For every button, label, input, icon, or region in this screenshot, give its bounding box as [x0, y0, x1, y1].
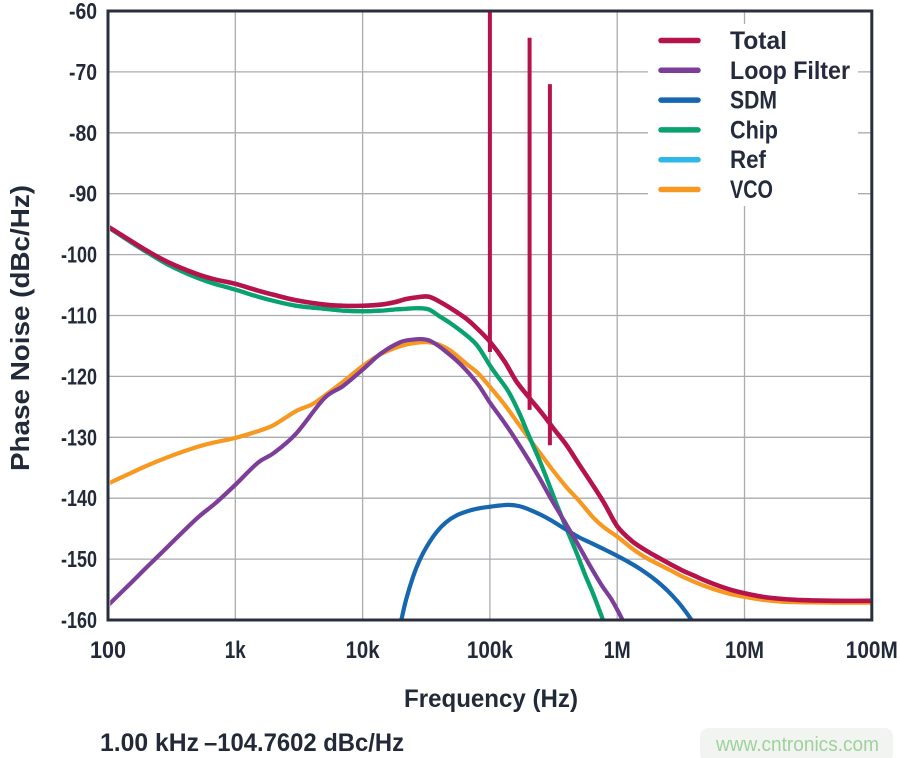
y-tick--80: -80 [69, 120, 97, 146]
plot-border [106, 9, 874, 622]
legend-item-loop-filter: Loop Filter [658, 57, 850, 85]
series-chip-line [110, 226, 606, 621]
y-tick--120: -120 [61, 363, 97, 389]
x-tick-10k: 10k [346, 637, 381, 664]
legend-item-ref: Ref [658, 146, 767, 174]
y-tick--90: -90 [69, 181, 97, 207]
series-lines [110, 12, 871, 621]
legend-item-sdm: SDM [658, 87, 777, 115]
legend-label-total: Total [730, 27, 787, 55]
watermark-background [700, 728, 893, 758]
y-tick--70: -70 [69, 59, 97, 85]
watermark: www.cntronics.com [715, 734, 879, 756]
legend-item-vco: VCO [658, 176, 773, 204]
legend-label-ref: Ref [730, 146, 767, 174]
y-tick--160: -160 [61, 607, 97, 633]
y-tick--110: -110 [61, 303, 97, 329]
legend-label-loop-filter: Loop Filter [730, 57, 850, 85]
axis-ticks: -60 -70 -80 -90 -100 -110 -120 -130 -140 -150 -160… [61, 0, 898, 664]
x-tick-100: 100 [90, 637, 126, 664]
x-tick-100m: 100M [846, 637, 898, 664]
y-tick--100: -100 [61, 242, 97, 268]
x-tick-1m: 1M [604, 637, 631, 664]
y-tick--140: -140 [61, 485, 97, 511]
legend-label-vco: VCO [730, 176, 773, 204]
series-vco-line [110, 340, 871, 605]
x-tick-100k: 100k [467, 637, 514, 664]
legend-background [648, 24, 858, 206]
x-axis-title: Frequency (Hz) [404, 685, 578, 713]
legend-label-chip: Chip [730, 116, 778, 144]
x-tick-1k: 1k [225, 637, 247, 664]
legend-item-chip: Chip [658, 116, 778, 144]
y-axis-title: Phase Noise (dBc/Hz) [5, 185, 35, 471]
series-sdm-line [399, 502, 695, 621]
legend-label-sdm: SDM [730, 87, 777, 115]
marker-frequency: 1.00 kHz [100, 729, 199, 757]
y-tick--130: -130 [61, 424, 97, 450]
legend-item-total: Total [658, 27, 787, 55]
y-tick--150: -150 [61, 546, 97, 572]
series-total-line [110, 225, 871, 604]
marker-value: –104.7602 dBc/Hz [204, 729, 404, 757]
y-tick--60: -60 [69, 0, 97, 24]
x-tick-10m: 10M [725, 637, 764, 664]
series-loop-filter-line [110, 336, 626, 621]
